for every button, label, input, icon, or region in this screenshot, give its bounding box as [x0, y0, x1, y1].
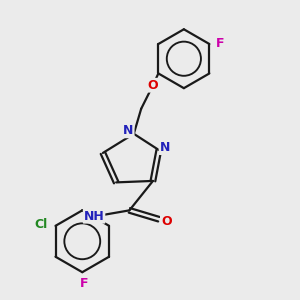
Text: Cl: Cl [34, 218, 47, 231]
Text: O: O [161, 215, 172, 228]
Text: F: F [216, 38, 225, 50]
Text: N: N [160, 141, 170, 154]
Text: O: O [148, 79, 158, 92]
Text: N: N [123, 124, 134, 137]
Text: NH: NH [84, 210, 104, 223]
Text: F: F [80, 277, 88, 290]
